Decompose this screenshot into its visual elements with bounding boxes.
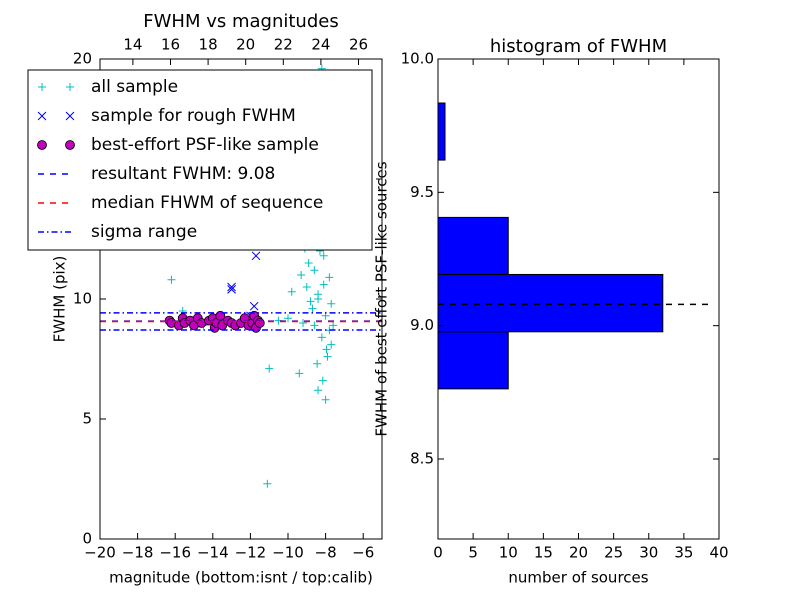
x-tick-label: −8 — [315, 544, 337, 562]
y-tick-label: 8.5 — [410, 450, 434, 468]
x-tick-label: −12 — [235, 544, 267, 562]
point — [310, 266, 319, 275]
x2-tick-label: 22 — [274, 36, 293, 54]
bar — [437, 102, 446, 161]
x-tick-label: 10 — [499, 544, 518, 562]
point — [310, 321, 319, 330]
point — [319, 251, 328, 260]
y-tick-label: 10 — [73, 290, 92, 308]
point — [319, 280, 328, 289]
legend-label: all sample — [91, 77, 178, 97]
axes-frame — [99, 58, 383, 540]
point — [317, 333, 326, 342]
x-tick-label: 15 — [534, 544, 553, 562]
x2-tick-label: 26 — [349, 36, 368, 54]
point — [265, 364, 274, 373]
chart-title: histogram of FWHM — [490, 36, 667, 57]
y-axis-label: FWHM (pix) — [51, 256, 69, 343]
y-tick-label: 5 — [82, 410, 92, 428]
point — [318, 376, 327, 385]
y-tick-label: 0 — [82, 530, 92, 548]
bar — [437, 273, 664, 333]
point — [287, 287, 296, 296]
x-tick-label: −20 — [84, 544, 116, 562]
x-tick-label: 40 — [709, 544, 728, 562]
x2-tick-label: 20 — [236, 36, 255, 54]
legend-label: resultant FWHM: 9.08 — [91, 164, 275, 184]
x-tick-label: −10 — [272, 544, 304, 562]
point — [321, 395, 330, 404]
legend-marker — [38, 83, 46, 91]
point — [308, 304, 317, 313]
point — [313, 359, 322, 368]
point — [322, 345, 331, 354]
x-axis-label: number of sources — [508, 569, 648, 587]
point — [299, 319, 308, 327]
point — [251, 251, 261, 261]
point — [325, 273, 334, 282]
legend-marker — [37, 111, 47, 121]
point — [284, 314, 292, 323]
point — [327, 299, 336, 308]
bar — [437, 331, 509, 390]
legend-box — [27, 69, 373, 251]
legend-label: sigma range — [91, 222, 197, 242]
x-tick-label: 20 — [569, 544, 588, 562]
y-axis-label: FWHM of best effort PSF-like sources — [373, 161, 391, 436]
x2-tick-label: 18 — [199, 36, 218, 54]
point — [263, 479, 272, 488]
point — [329, 321, 338, 330]
x2-tick-label: 16 — [161, 36, 180, 54]
point — [302, 283, 311, 291]
chart-title: FWHM vs magnitudes — [143, 11, 338, 32]
point — [314, 295, 323, 303]
x-axis-label: magnitude (bottom:isnt / top:calib) — [109, 569, 373, 587]
legend-label: median FHWM of sequence — [91, 193, 323, 213]
legend-label: sample for rough FWHM — [91, 106, 296, 126]
x2-tick-label: 24 — [311, 36, 330, 54]
point — [297, 271, 306, 279]
point — [314, 386, 323, 395]
point — [306, 297, 315, 306]
x-tick-label: −16 — [159, 544, 191, 562]
point — [167, 275, 176, 284]
point — [327, 340, 336, 349]
x2-tick-label: 14 — [123, 36, 142, 54]
bar — [437, 216, 509, 275]
x-tick-label: 30 — [639, 544, 658, 562]
legend-marker — [66, 83, 74, 91]
x-tick-label: −18 — [122, 544, 154, 562]
axes-frame — [437, 58, 720, 540]
legend-marker — [37, 140, 47, 150]
x-tick-label: 0 — [433, 544, 443, 562]
x-tick-label: 5 — [468, 544, 478, 562]
point — [227, 282, 236, 292]
y-tick-label: 9.5 — [410, 183, 434, 201]
y-tick-label: 10.0 — [401, 50, 434, 68]
x-tick-label: 35 — [674, 544, 693, 562]
point — [249, 301, 259, 311]
legend-marker — [65, 140, 75, 150]
point — [323, 352, 332, 361]
point — [295, 369, 304, 378]
legend-label: best-effort PSF-like sample — [91, 135, 319, 155]
legend-marker — [65, 111, 75, 121]
x-tick-label: 25 — [604, 544, 623, 562]
y-tick-label: 20 — [73, 50, 92, 68]
x-tick-label: −14 — [197, 544, 229, 562]
y-tick-label: 9.0 — [410, 316, 434, 334]
point — [227, 285, 236, 294]
point — [304, 259, 313, 267]
legend: all sample sample for rough FWHM best-effo… — [27, 69, 373, 251]
x-tick-label: −6 — [352, 544, 374, 562]
point — [254, 318, 265, 328]
